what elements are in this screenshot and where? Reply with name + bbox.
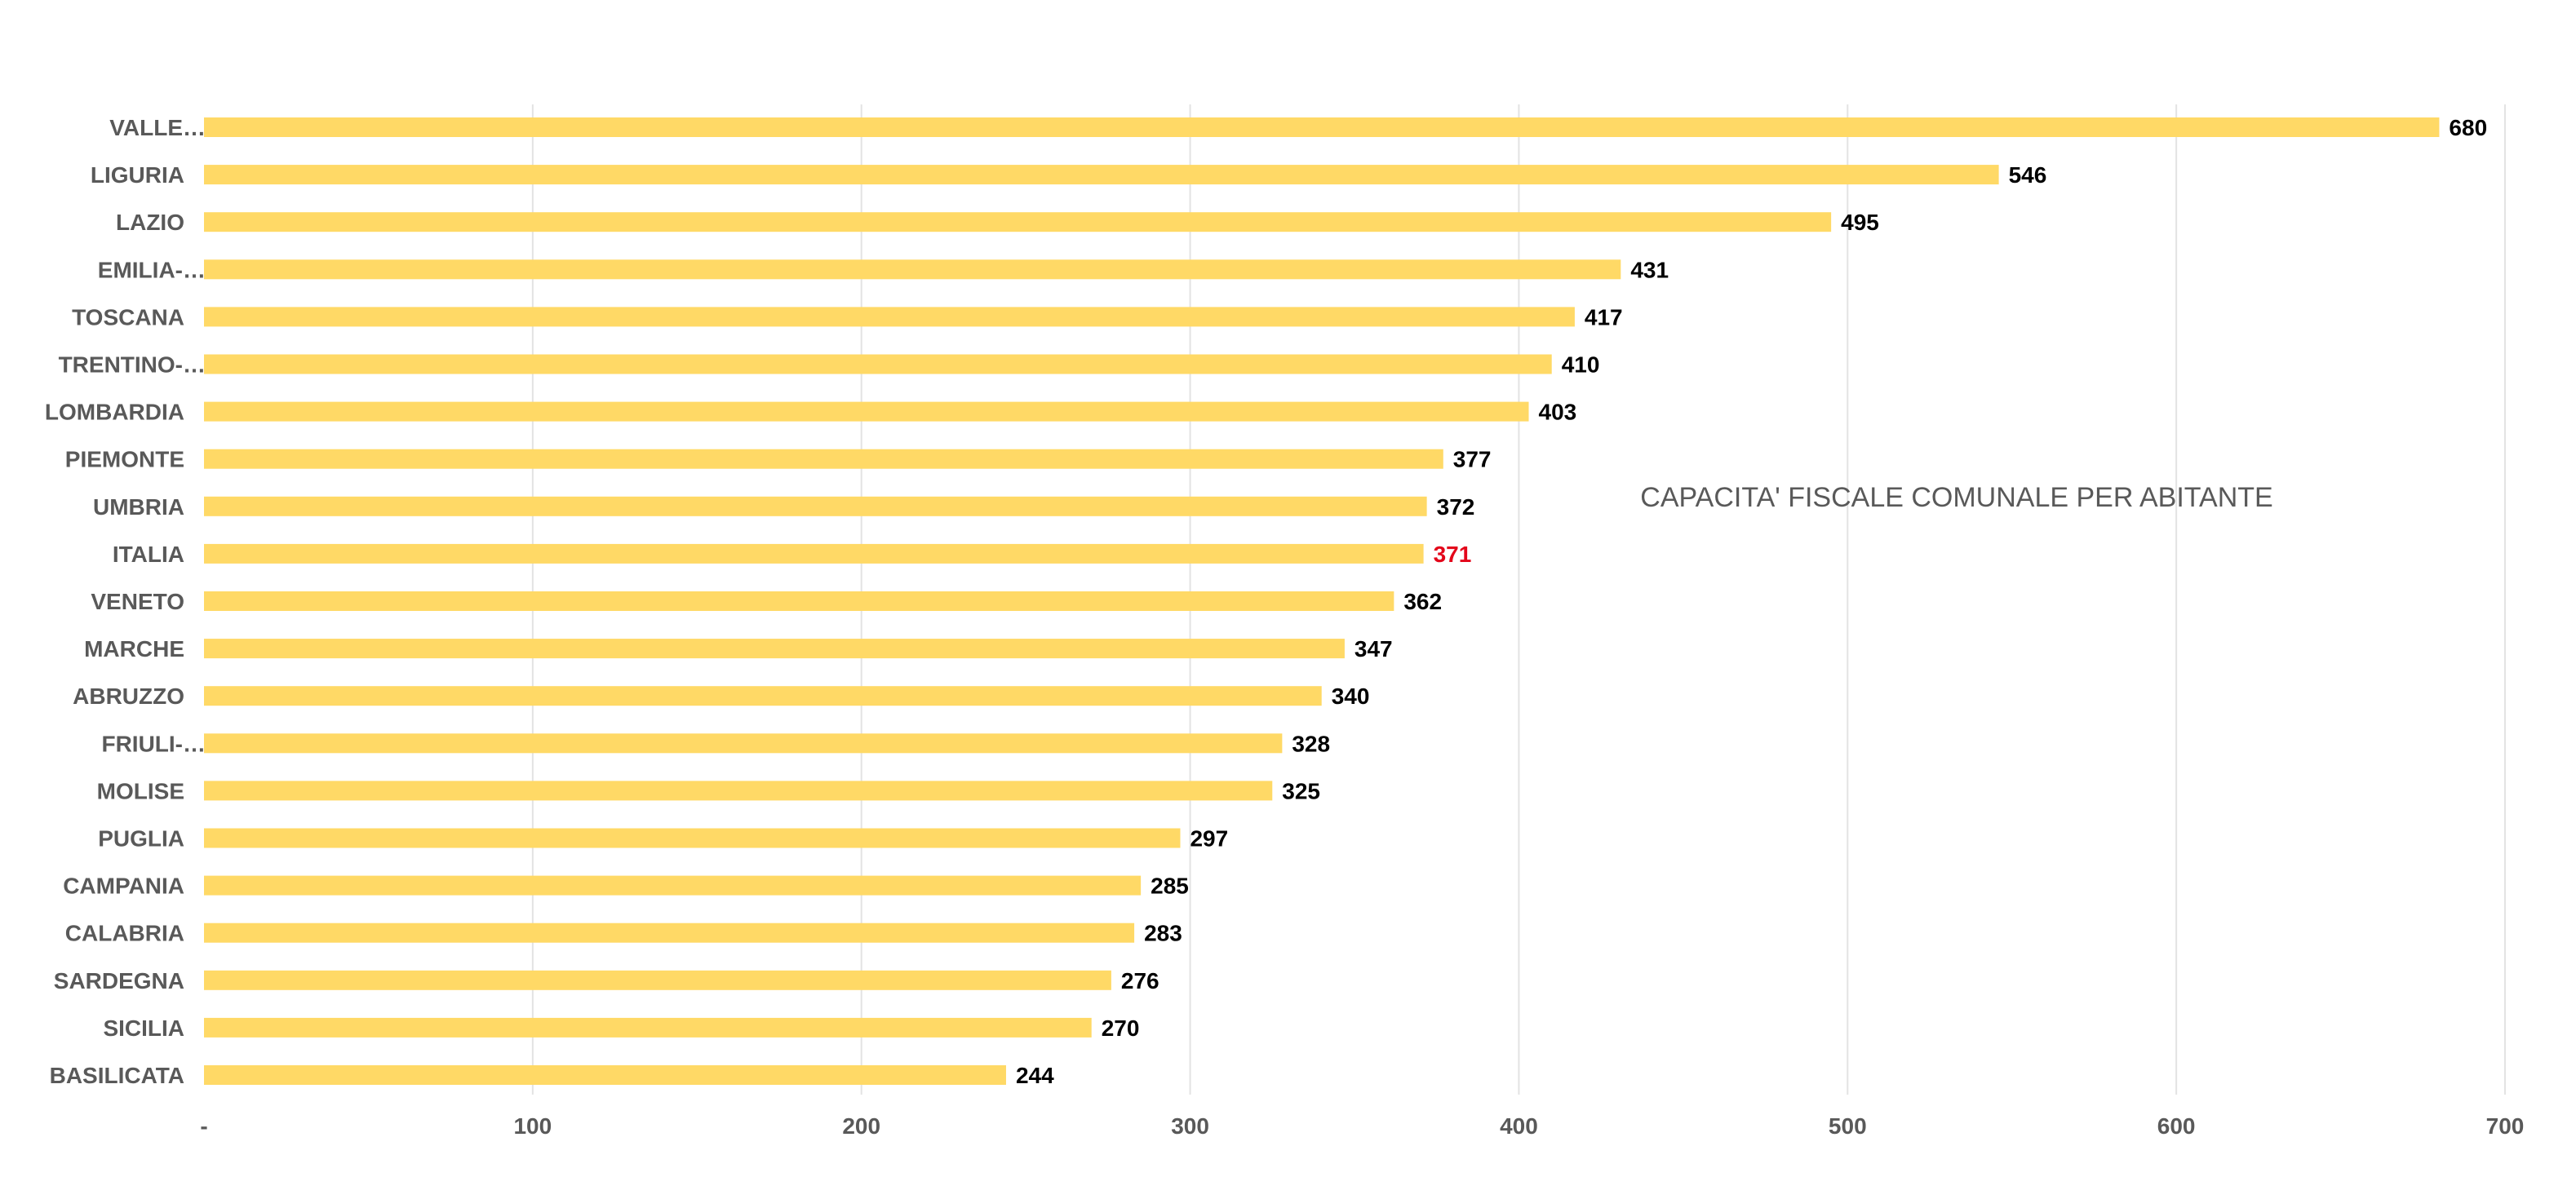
bar (204, 591, 1394, 611)
bar (204, 259, 1621, 280)
category-label: MARCHE (84, 636, 184, 662)
x-tick-label: 100 (513, 1113, 552, 1139)
category-label: UMBRIA (93, 494, 184, 520)
data-label: 297 (1190, 826, 1228, 852)
category-labels: VALLE… LIGURIA LAZIO EMILIA-… TOSCANA TRENTIN… (45, 115, 206, 1088)
bar (204, 401, 1529, 422)
data-label: 371 (1434, 542, 1472, 567)
category-label: FRIULI-… (101, 731, 206, 756)
category-label: LAZIO (116, 210, 184, 235)
data-label: 283 (1144, 921, 1182, 946)
bar (204, 165, 1999, 185)
category-label: PUGLIA (98, 826, 184, 852)
category-label: BASILICATA (50, 1063, 184, 1088)
data-label: 495 (1841, 210, 1879, 235)
data-label: 377 (1453, 447, 1492, 472)
bar (204, 117, 2440, 137)
data-label: 546 (2009, 162, 2047, 188)
x-tick-label: 500 (1829, 1113, 1867, 1139)
data-label: 410 (1562, 352, 1600, 378)
data-labels: 6805464954314174104033773723713623473403… (1016, 115, 2487, 1088)
bars (204, 117, 2440, 1085)
bar (204, 1065, 1006, 1085)
data-label: 680 (2449, 115, 2487, 140)
chart-title: CAPACITA' FISCALE COMUNALE PER ABITANTE (1640, 482, 2272, 513)
bar (204, 970, 1111, 990)
category-label: SARDEGNA (54, 968, 184, 993)
x-tick-label: 700 (2486, 1113, 2525, 1139)
bar (204, 686, 1322, 706)
data-label: 362 (1403, 589, 1442, 614)
data-label: 244 (1016, 1063, 1054, 1088)
data-label: 431 (1630, 257, 1669, 282)
category-label: MOLISE (97, 778, 184, 803)
bar (204, 1017, 1092, 1038)
bar (204, 212, 1832, 232)
data-label: 328 (1292, 731, 1330, 756)
category-label: VALLE… (109, 115, 206, 140)
category-label: LIGURIA (91, 162, 184, 188)
bar (204, 496, 1427, 516)
bar (204, 733, 1283, 754)
x-tick-label: - (200, 1113, 207, 1139)
data-label: 372 (1437, 494, 1475, 520)
data-label: 270 (1102, 1015, 1140, 1041)
data-label: 325 (1282, 778, 1320, 803)
category-label: VENETO (91, 589, 184, 614)
category-label: TRENTINO-… (59, 352, 206, 378)
category-label: SICILIA (103, 1015, 184, 1041)
category-label: PIEMONTE (65, 447, 184, 472)
x-axis-tick-labels: - 100 200 300 400 500 600 700 (200, 1113, 2524, 1139)
bar (204, 307, 1575, 327)
x-tick-label: 200 (842, 1113, 880, 1139)
category-label: ABRUZZO (73, 684, 184, 709)
data-label: 347 (1355, 636, 1393, 662)
category-label: TOSCANA (72, 304, 184, 330)
category-label: ITALIA (113, 542, 184, 567)
bar (204, 781, 1273, 801)
category-label: LOMBARDIA (45, 400, 184, 425)
bar (204, 923, 1135, 943)
bar (204, 875, 1142, 896)
data-label: 340 (1332, 684, 1370, 709)
bar (204, 543, 1424, 564)
x-tick-label: 400 (1500, 1113, 1538, 1139)
data-label: 403 (1539, 400, 1577, 425)
category-label: EMILIA-… (98, 257, 206, 282)
bar (204, 639, 1345, 659)
bar (204, 449, 1443, 469)
bar (204, 354, 1552, 374)
category-label: CAMPANIA (63, 874, 184, 899)
bar (204, 828, 1181, 848)
data-label: 417 (1585, 304, 1623, 330)
data-label: 276 (1121, 968, 1159, 993)
category-label: CALABRIA (65, 921, 184, 946)
x-tick-label: 600 (2157, 1113, 2196, 1139)
x-tick-label: 300 (1171, 1113, 1209, 1139)
data-label: 285 (1151, 874, 1189, 899)
